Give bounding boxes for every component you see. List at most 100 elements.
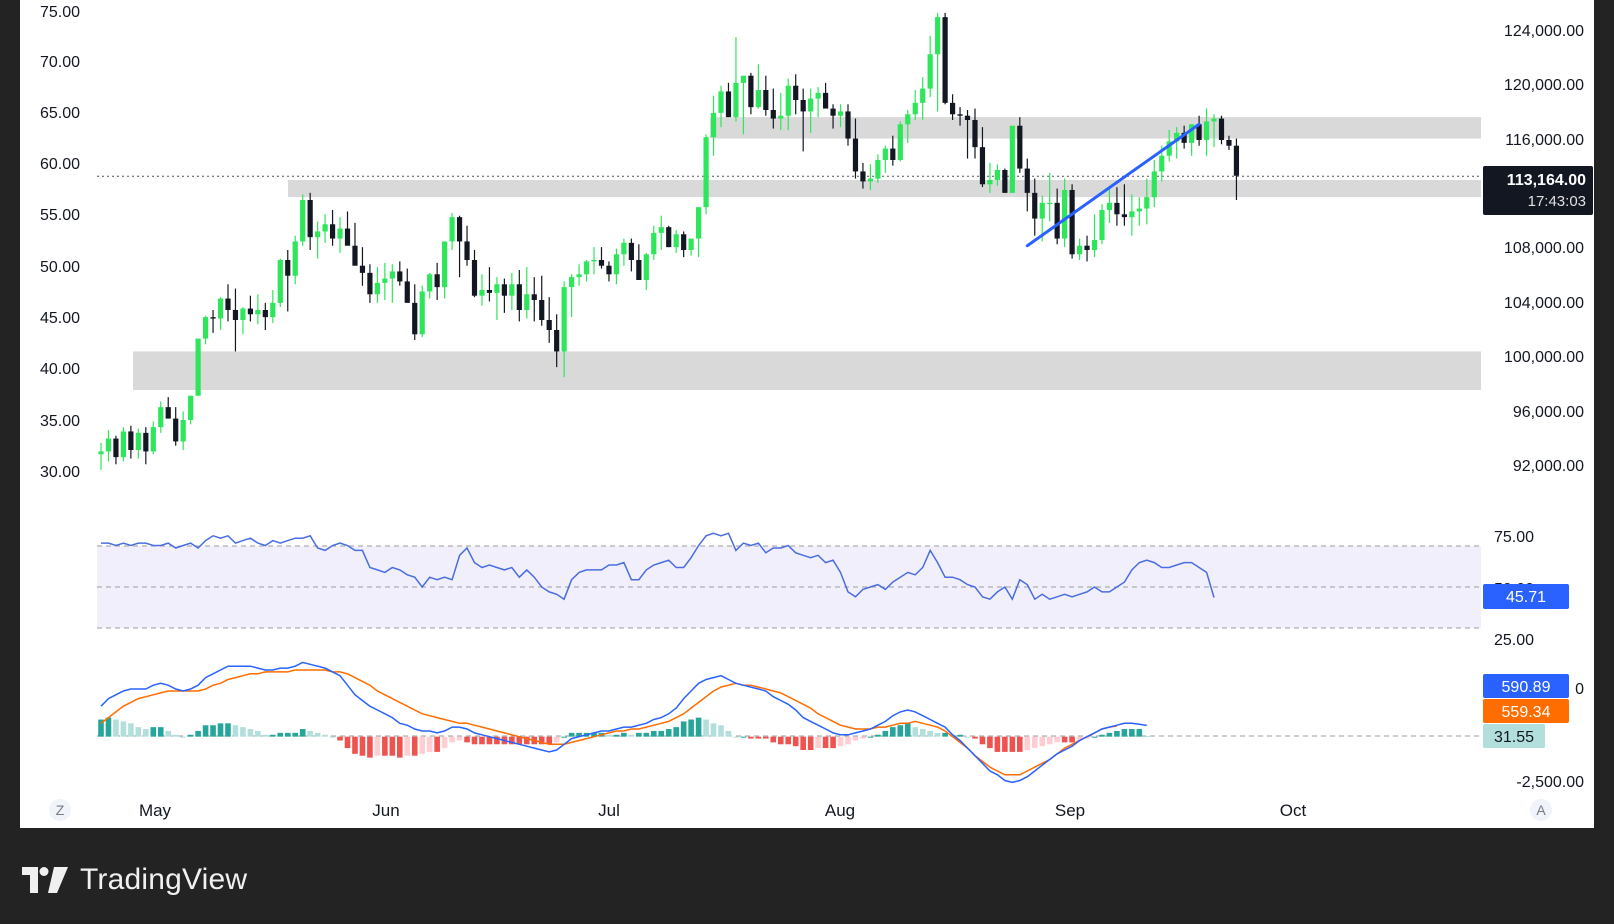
histogram-bar <box>479 736 485 745</box>
macd-line <box>100 661 1147 784</box>
candle-body <box>867 178 874 182</box>
histogram-bar <box>389 736 396 756</box>
candle-body <box>344 228 351 246</box>
histogram-bar <box>292 732 299 737</box>
histogram-bar <box>1114 730 1120 737</box>
candle-body <box>1233 145 1240 176</box>
histogram-bar <box>202 725 209 737</box>
price-zone <box>133 351 1481 390</box>
histogram-bar <box>718 725 724 737</box>
histogram-bar <box>807 736 814 750</box>
candle-body <box>509 284 515 296</box>
histogram-bar <box>172 734 179 737</box>
histogram-bar <box>845 736 851 745</box>
histogram-bar <box>561 736 567 738</box>
candle-body <box>1024 168 1030 193</box>
histogram-bar <box>897 725 904 737</box>
candle-body <box>404 281 410 303</box>
candle-body <box>1174 132 1180 142</box>
histogram-bar <box>890 727 896 737</box>
histogram-bar <box>374 736 381 756</box>
histogram-bar <box>359 736 366 756</box>
candle-body <box>987 180 993 185</box>
left-axis-label: 65.00 <box>40 105 80 122</box>
histogram-bar <box>262 734 269 737</box>
candle-body <box>606 265 612 275</box>
histogram-bar <box>98 719 104 737</box>
candle-body <box>1196 124 1202 140</box>
histogram-bar <box>591 732 597 737</box>
candle-body <box>949 102 956 115</box>
candle-body <box>427 274 433 292</box>
histogram-bar <box>367 736 373 758</box>
price-zone <box>288 180 1481 198</box>
candle-body <box>1084 245 1090 250</box>
candle-body <box>367 272 373 295</box>
timezone-button[interactable] <box>49 799 71 821</box>
histogram-bar <box>307 730 313 737</box>
histogram-bar <box>1129 729 1135 737</box>
candle-body <box>1062 190 1068 239</box>
candle-body <box>1203 121 1210 140</box>
candle-body <box>1017 125 1023 169</box>
candle-body <box>337 228 343 239</box>
candle-body <box>770 110 776 119</box>
candle-body <box>150 427 156 452</box>
left-axis-label: 75.00 <box>40 4 80 21</box>
candle-body <box>516 284 522 310</box>
histogram-bar <box>695 717 702 737</box>
time-axis[interactable]: Z May Jun Jul Aug Sep Oct A <box>49 799 1552 821</box>
histogram-bar <box>157 727 164 737</box>
price-axis[interactable]: 124,000.00 120,000.00 116,000.00 108,000… <box>1504 23 1584 475</box>
candle-body <box>972 120 978 148</box>
histogram-bar <box>419 736 426 754</box>
candle-body <box>217 298 224 319</box>
candle-body <box>591 260 597 262</box>
candle-body <box>501 284 507 296</box>
histogram-bar <box>740 736 747 738</box>
left-axis: 75.00 70.00 65.00 60.00 55.00 50.00 45.0… <box>40 4 80 481</box>
macd-value-tag <box>1483 674 1569 698</box>
histogram-bar <box>568 732 575 737</box>
histogram-bar <box>770 736 777 743</box>
candle-body <box>1144 197 1150 209</box>
candle-body <box>718 91 724 113</box>
candle-body <box>397 271 403 282</box>
candle-body <box>942 17 948 103</box>
candle-body <box>1099 210 1105 240</box>
time-axis-label: Jun <box>372 801 399 820</box>
histogram-bar <box>785 736 792 745</box>
candle-body <box>1189 124 1195 143</box>
histogram-bar <box>314 732 321 737</box>
candle-body <box>1002 170 1008 193</box>
left-axis-label: 45.00 <box>40 310 80 327</box>
trendline[interactable] <box>1025 122 1201 248</box>
histogram-bar <box>725 730 732 737</box>
candle-body <box>636 260 642 280</box>
histogram-bar <box>1136 729 1143 737</box>
macd-histogram <box>98 717 1150 758</box>
candle-body <box>1226 140 1232 146</box>
countdown-label: 17:43:03 <box>1528 193 1586 210</box>
histogram-bar <box>404 736 411 756</box>
candle-body <box>1091 240 1098 250</box>
candle-body <box>277 260 283 303</box>
candle-body <box>359 265 366 273</box>
candle-body <box>1069 190 1075 255</box>
candle-body <box>860 171 866 182</box>
auto-scale-button[interactable] <box>1530 799 1552 821</box>
candle-body <box>195 338 201 396</box>
histogram-bar <box>1009 736 1016 752</box>
candle-body <box>247 308 253 315</box>
histogram-bar <box>800 736 806 750</box>
candle-body <box>815 92 821 99</box>
histogram-bar <box>434 736 440 752</box>
histogram-bar <box>322 734 328 737</box>
candle-body <box>793 85 799 100</box>
histogram-bar <box>934 732 941 737</box>
histogram-bar <box>1061 736 1068 743</box>
macd-value-label: 590.89 <box>1502 679 1551 696</box>
time-axis-label: Jul <box>598 801 620 820</box>
candle-body <box>546 320 552 330</box>
